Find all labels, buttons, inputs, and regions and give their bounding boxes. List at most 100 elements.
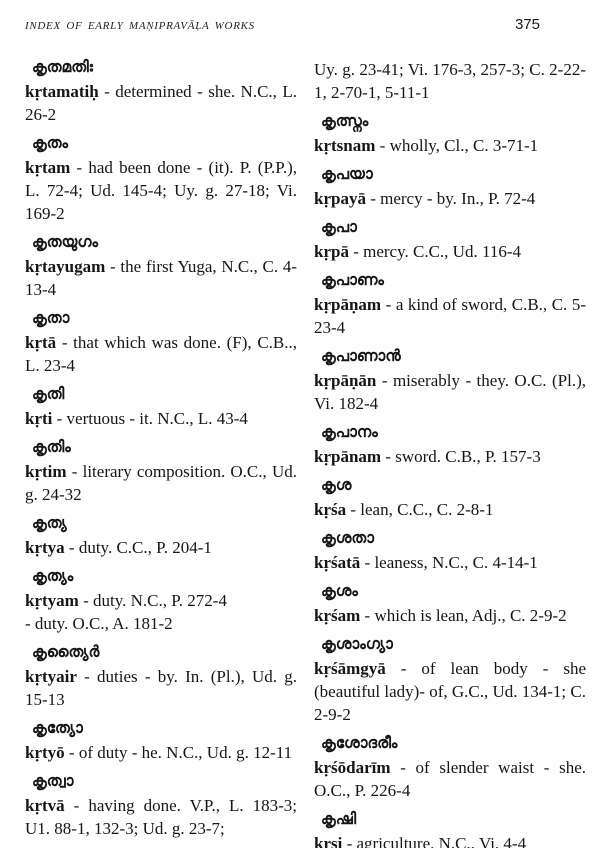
dictionary-entry: കൃശം kṛśam - which is lean, Adj., C. 2-9… (314, 582, 586, 627)
entry-text: - determined - she. N.C., L. 26-2 (25, 82, 297, 124)
entry-lemma: kṛśōdarīm (314, 758, 391, 777)
entry-body: kṛśatā - leaness, N.C., C. 4-14-1 (314, 551, 586, 574)
dictionary-entry: കൃതിം kṛtim - literary composition. O.C.… (25, 438, 297, 506)
entry-body: kṛtyō - of duty - he. N.C., Ud. g. 12-11 (25, 741, 297, 764)
entry-lemma: kṛpāṇam (314, 295, 382, 314)
headword-malayalam: കൃത്വാ (32, 773, 74, 790)
entry-lemma: kṛtvā (25, 796, 65, 815)
dictionary-entry: കൃപയാ kṛpayā - mercy - by. In., P. 72-4 (314, 165, 586, 210)
headword-malayalam: കൃതം (32, 135, 69, 152)
entry-lemma: kṛtam (25, 158, 71, 177)
entry-text: - wholly, Cl., C. 3-71-1 (375, 136, 539, 155)
headword-malayalam: കൃപാനം (321, 424, 378, 441)
dictionary-entry: കൃത്സ്നം kṛtsnam - wholly, Cl., C. 3-71-… (314, 112, 586, 157)
entry-lemma: kṛpāṇān (314, 371, 377, 390)
entry-body: kṛtya - duty. C.C., P. 204-1 (25, 536, 297, 559)
entry-text: - duty. C.C., P. 204-1 (64, 538, 212, 557)
entry-body: kṛpānam - sword. C.B., P. 157-3 (314, 445, 586, 468)
entry-lemma: kṛtyam (25, 591, 79, 610)
headword-malayalam: കൃത്യം (32, 568, 74, 585)
entry-body: kṛtsnam - wholly, Cl., C. 3-71-1 (314, 134, 586, 157)
entry-lemma: kṛpayā (314, 189, 366, 208)
entry-text: - which is lean, Adj., C. 2-9-2 (360, 606, 567, 625)
left-column: കൃതമതിഃ kṛtamatiḥ - determined - she. N.… (25, 58, 297, 848)
headword-malayalam: കൃതിം (32, 439, 71, 456)
dictionary-entry: കൃതാ kṛtā - that which was done. (F), C.… (25, 309, 297, 377)
entry-body: kṛtā - that which was done. (F), C.B.., … (25, 331, 297, 377)
dictionary-entry: കൃഷി kṛṣi - agriculture. N.C., Vi. 4-4 (314, 810, 586, 848)
right-column: Uy. g. 23-41; Vi. 176-3, 257-3; C. 2-22-… (314, 58, 586, 848)
headword-malayalam: കൃശാംഗ്യാ (321, 636, 393, 653)
entry-lemma: kṛtā (25, 333, 57, 352)
two-column-text: കൃതമതിഃ kṛtamatiḥ - determined - she. N.… (25, 58, 586, 848)
entry-text: - mercy - by. In., P. 72-4 (365, 189, 536, 208)
running-header-title: INDEX OF EARLY MAṆIPRAVĀḶA WORKS (25, 20, 255, 32)
dictionary-entry: കൃശോദരീം kṛśōdarīm - of slender waist - … (314, 734, 586, 802)
dictionary-entry: കൃത്യം kṛtyam - duty. N.C., P. 272-4 - d… (25, 567, 297, 635)
entry-body: kṛtyam - duty. N.C., P. 272-4 - duty. O.… (25, 589, 297, 635)
headword-malayalam: കൃപയാ (321, 166, 373, 183)
headword-malayalam: കൃശ (321, 477, 352, 494)
entry-text: - miserably - they. O.C. (Pl.), Vi. 182-… (314, 371, 586, 413)
entry-text: - had been done - (it). P. (P.P.), L. 72… (25, 158, 297, 223)
headword-malayalam: കൃപാ (321, 219, 357, 236)
entry-body: kṛtamatiḥ - determined - she. N.C., L. 2… (25, 80, 297, 126)
headword-malayalam: കൃത്യ (32, 515, 67, 532)
entry-body: kṛtam - had been done - (it). P. (P.P.),… (25, 156, 297, 225)
headword-malayalam: കൃശതാ (321, 530, 375, 547)
entry-text: - of lean body - she (beautiful lady)- o… (314, 659, 586, 724)
headword-malayalam: കൃപാണാൻ (321, 348, 401, 365)
entry-body: kṛtayugam - the first Yuga, N.C., C. 4-1… (25, 255, 297, 301)
entry-lemma: kṛṣi (314, 834, 343, 848)
entry-lemma: kṛtya (25, 538, 65, 557)
entry-text: - literary composition. O.C., Ud. g. 24-… (25, 462, 297, 504)
dictionary-entry: കൃതമതിഃ kṛtamatiḥ - determined - she. N.… (25, 58, 297, 126)
entry-text: - a kind of sword, C.B., C. 5-23-4 (314, 295, 586, 337)
running-header: INDEX OF EARLY MAṆIPRAVĀḶA WORKS 375 (25, 16, 560, 33)
entry-text: - mercy. C.C., Ud. 116-4 (348, 242, 521, 261)
entry-lemma: kṛtyair (25, 667, 77, 686)
entry-body: kṛpāṇān - miserably - they. O.C. (Pl.), … (314, 369, 586, 415)
headword-malayalam: കൃശോദരീം (321, 735, 398, 752)
headword-malayalam: കൃതാ (32, 310, 70, 327)
entry-text: - of slender waist - she. O.C., P. 226-4 (314, 758, 586, 800)
dictionary-entry: കൃപാനം kṛpānam - sword. C.B., P. 157-3 (314, 423, 586, 468)
entry-body: kṛṣi - agriculture. N.C., Vi. 4-4 (314, 832, 586, 848)
entry-text: - lean, C.C., C. 2-8-1 (346, 500, 494, 519)
dictionary-entry: കൃപാണം kṛpāṇam - a kind of sword, C.B., … (314, 271, 586, 339)
dictionary-entry: കൃത്വാ kṛtvā - having done. V.P., L. 183… (25, 772, 297, 840)
entry-text: - having done. V.P., L. 183-3; U1. 88-1,… (25, 796, 297, 838)
entry-lemma: kṛtayugam (25, 257, 106, 276)
headword-malayalam: കൃതി (32, 386, 65, 403)
page-number: 375 (514, 16, 540, 33)
dictionary-entry-continuation: Uy. g. 23-41; Vi. 176-3, 257-3; C. 2-22-… (314, 58, 586, 104)
headword-malayalam: കൃത്യൈർ (32, 644, 100, 661)
entry-body: kṛtim - literary composition. O.C., Ud. … (25, 460, 297, 506)
entry-text: - vertuous - it. N.C., L. 43-4 (52, 409, 248, 428)
entry-text: - sword. C.B., P. 157-3 (381, 447, 541, 466)
dictionary-entry: കൃത്യൈർ kṛtyair - duties - by. In. (Pl.)… (25, 643, 297, 711)
entry-text: - of duty - he. N.C., Ud. g. 12-11 (64, 743, 293, 762)
headword-malayalam: കൃശം (321, 583, 358, 600)
dictionary-entry: കൃത്യ kṛtya - duty. C.C., P. 204-1 (25, 514, 297, 559)
entry-text: - leaness, N.C., C. 4-14-1 (360, 553, 538, 572)
dictionary-entry: കൃശാംഗ്യാ kṛśāmgyā - of lean body - she … (314, 635, 586, 726)
entry-lemma: kṛpānam (314, 447, 382, 466)
entry-body: kṛti - vertuous - it. N.C., L. 43-4 (25, 407, 297, 430)
entry-lemma: kṛśa (314, 500, 347, 519)
entry-lemma: kṛtyō (25, 743, 65, 762)
headword-malayalam: കൃത്സ്നം (321, 113, 369, 130)
dictionary-entry: കൃപാണാൻ kṛpāṇān - miserably - they. O.C.… (314, 347, 586, 415)
dictionary-entry: കൃത്യോ kṛtyō - of duty - he. N.C., Ud. g… (25, 719, 297, 764)
entry-lemma: kṛpā (314, 242, 349, 261)
entry-lemma: kṛtim (25, 462, 67, 481)
dictionary-entry: കൃശ kṛśa - lean, C.C., C. 2-8-1 (314, 476, 586, 521)
entry-body: kṛpāṇam - a kind of sword, C.B., C. 5-23… (314, 293, 586, 339)
entry-body: kṛtyair - duties - by. In. (Pl.), Ud. g.… (25, 665, 297, 711)
headword-malayalam: കൃതയുഗം (32, 234, 98, 251)
entry-body: kṛśōdarīm - of slender waist - she. O.C.… (314, 756, 586, 802)
dictionary-entry: കൃതം kṛtam - had been done - (it). P. (P… (25, 134, 297, 225)
entry-text: - duties - by. In. (Pl.), Ud. g. 15-13 (25, 667, 297, 709)
headword-malayalam: കൃത്യോ (32, 720, 83, 737)
